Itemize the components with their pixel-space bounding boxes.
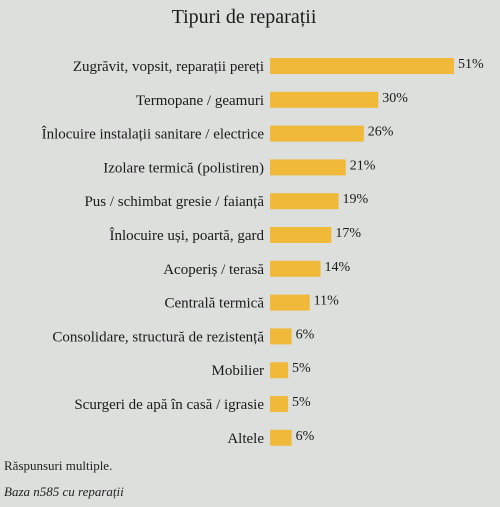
category-label: Înlocuire instalații sanitare / electric… (42, 126, 265, 143)
category-label: Zugrăvit, vopsit, reparații pereți (73, 59, 264, 75)
category-label: Mobilier (212, 363, 265, 379)
bar (270, 125, 364, 142)
bar (270, 294, 310, 311)
value-label: 6% (296, 429, 315, 444)
category-label: Înlocuire uși, poartă, gard (109, 227, 264, 244)
category-label: Termopane / geamuri (136, 93, 264, 109)
value-label: 21% (350, 158, 376, 173)
bar (270, 91, 379, 108)
category-label: Centrală termică (164, 296, 264, 312)
bar (270, 227, 332, 243)
category-label: Acoperiș / terasă (163, 262, 264, 278)
bar (270, 328, 292, 345)
category-label: Izolare termică (polistiren) (103, 160, 264, 176)
value-label: 30% (382, 91, 408, 106)
bar (270, 159, 346, 176)
footnote-multiple-answers: Răspunsuri multiple. (4, 458, 113, 473)
value-label: 11% (314, 294, 339, 309)
value-label: 6% (296, 327, 315, 342)
bar (270, 429, 292, 446)
value-label: 51% (458, 57, 484, 72)
bar (270, 58, 454, 74)
value-label: 5% (292, 361, 311, 376)
value-label: 14% (325, 260, 351, 275)
bar (270, 260, 321, 277)
footnote-base: Baza n585 cu reparații (4, 484, 124, 499)
bar (270, 362, 289, 379)
category-label: Consolidare, structură de rezistență (52, 329, 264, 345)
value-label: 19% (343, 192, 369, 207)
category-label: Altele (227, 431, 264, 447)
value-label: 17% (335, 226, 361, 241)
category-label: Scurgeri de apă în casă / igrasie (74, 397, 264, 413)
value-label: 5% (292, 395, 311, 410)
chart-title: Tipuri de reparații (172, 6, 317, 28)
chart: Tipuri de reparații Zugrăvit, vopsit, rep… (42, 6, 484, 447)
bar (270, 193, 339, 210)
value-label: 26% (368, 125, 394, 140)
category-label: Pus / schimbat gresie / faianță (84, 194, 264, 210)
bar (270, 396, 289, 412)
